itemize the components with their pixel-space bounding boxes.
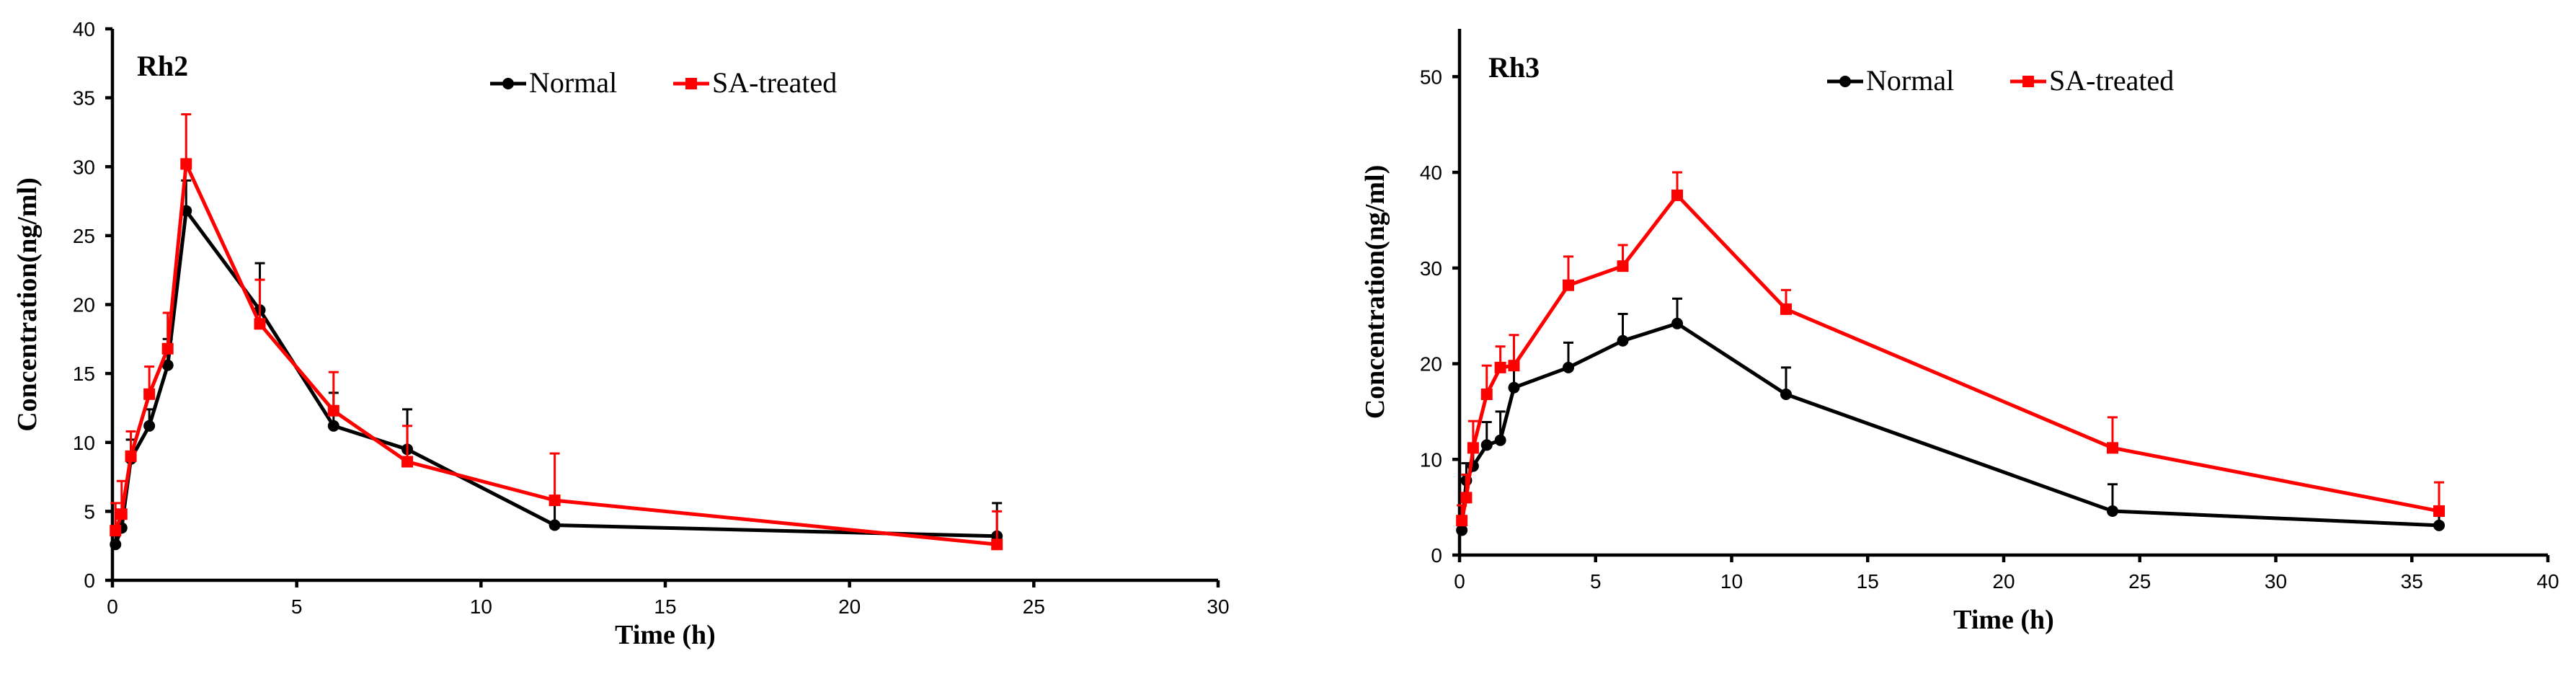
y-axis-title: Concentration(ng/ml) — [12, 177, 43, 432]
series-line — [1460, 193, 2440, 521]
data-point — [2107, 505, 2118, 517]
data-point — [1456, 515, 1468, 527]
data-point — [1467, 442, 1479, 454]
data-point — [1780, 303, 1792, 315]
data-point — [1494, 361, 1506, 373]
legend: Normal SA-treated — [1827, 64, 2174, 97]
y-tick-label: 50 — [1420, 66, 1442, 88]
data-point — [1460, 492, 1473, 504]
panel-title: Rh2 — [137, 50, 188, 82]
data-point — [1494, 434, 1506, 446]
y-tick-label: 10 — [73, 432, 95, 454]
data-point — [2433, 519, 2445, 531]
legend-swatch-marker — [1839, 76, 1851, 87]
series-line — [113, 208, 998, 546]
data-point — [254, 318, 266, 330]
series-normal — [1456, 297, 2445, 536]
data-point — [1563, 279, 1574, 291]
data-point — [1671, 189, 1683, 201]
y-tick-label: 40 — [1420, 161, 1442, 184]
data-point — [991, 538, 1003, 551]
legend-label: Normal — [529, 66, 617, 99]
legend-label: SA-treated — [712, 66, 837, 99]
data-point — [401, 456, 414, 468]
x-tick-label: 15 — [1857, 570, 1879, 593]
data-point — [1456, 524, 1468, 536]
data-point — [143, 388, 156, 400]
x-tick-label: 20 — [1992, 570, 2015, 593]
y-tick-label: 0 — [1431, 544, 1442, 567]
series-line — [113, 161, 998, 546]
series-sa-treated — [110, 113, 1003, 551]
x-tick-label: 0 — [107, 595, 118, 618]
y-tick-label: 35 — [73, 87, 95, 110]
data-point — [143, 420, 156, 432]
data-point — [548, 495, 561, 507]
x-tick-label: 5 — [291, 595, 303, 618]
y-tick-label: 30 — [73, 156, 95, 178]
x-tick-label: 10 — [470, 595, 492, 618]
data-point — [2433, 505, 2445, 517]
chart-panel-rh2: 0 5 10 15 20 25 30 0 5 10 15 20 25 30 35 40 Time (h) Conc… — [12, 18, 1230, 650]
y-tick-label: 5 — [84, 500, 95, 523]
data-point — [115, 508, 128, 520]
y-tick-label: 20 — [1420, 353, 1442, 376]
x-tick-label: 35 — [2401, 570, 2423, 593]
data-point — [161, 359, 174, 371]
y-axis-title: Concentration(ng/ml) — [1360, 165, 1390, 420]
data-point — [2107, 442, 2118, 454]
x-tick-label: 40 — [2536, 570, 2559, 593]
legend-label: SA-treated — [2049, 64, 2174, 97]
x-axis-title: Time (h) — [1953, 605, 2054, 635]
legend-swatch-marker — [685, 78, 697, 89]
x-tick-label: 5 — [1590, 570, 1602, 593]
y-tick-label: 0 — [84, 569, 95, 592]
y-tick-label: 25 — [73, 225, 95, 247]
panel-title: Rh3 — [1488, 51, 1540, 84]
data-point — [1508, 381, 1520, 394]
legend-swatch-marker — [502, 78, 514, 89]
data-point — [1617, 260, 1629, 272]
x-axis-title: Time (h) — [615, 620, 716, 650]
data-point — [1617, 334, 1629, 347]
data-point — [161, 342, 174, 355]
y-tick-label: 15 — [73, 363, 95, 385]
y-tick-label: 30 — [1420, 257, 1442, 280]
data-point — [327, 404, 339, 417]
data-point — [327, 420, 339, 432]
chart-panel-rh3: 0 5 10 15 20 25 30 35 40 0 10 20 30 40 50 Time (h) Conce… — [1360, 29, 2559, 635]
x-tick-label: 25 — [1023, 595, 1045, 618]
x-tick-label: 0 — [1454, 570, 1465, 593]
data-point — [110, 525, 122, 537]
x-tick-label: 20 — [838, 595, 861, 618]
x-tick-label: 30 — [2265, 570, 2287, 593]
data-point — [548, 519, 561, 531]
series-sa-treated — [1456, 171, 2445, 527]
data-point — [1563, 361, 1574, 373]
data-point — [110, 538, 122, 551]
x-tick-label: 10 — [1720, 570, 1743, 593]
x-tick-label: 30 — [1207, 595, 1229, 618]
legend-swatch-marker — [2022, 76, 2034, 87]
series-line — [1460, 322, 2440, 531]
x-tick-label: 15 — [654, 595, 676, 618]
y-tick-label: 20 — [73, 294, 95, 316]
legend-label: Normal — [1866, 64, 1954, 97]
data-point — [1480, 389, 1493, 401]
data-point — [1671, 317, 1683, 329]
data-point — [1508, 360, 1520, 372]
x-tick-label: 25 — [2128, 570, 2151, 593]
data-point — [180, 158, 192, 170]
data-point — [1780, 389, 1792, 401]
y-tick-label: 10 — [1420, 448, 1442, 471]
y-tick-label: 40 — [73, 18, 95, 40]
data-point — [125, 450, 137, 462]
legend: Normal SA-treated — [490, 66, 837, 99]
data-point — [1480, 439, 1493, 451]
